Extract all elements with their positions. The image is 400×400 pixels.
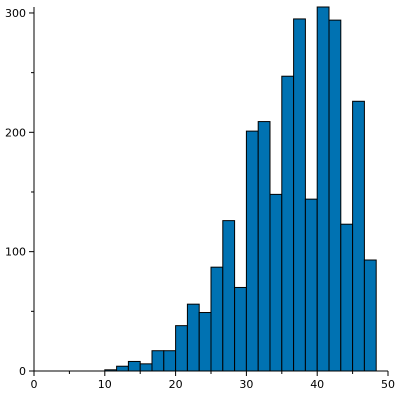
- histogram-bar-18: [316, 6, 330, 372]
- histogram-bar-22: [363, 259, 377, 372]
- y-tick-label: 0: [19, 365, 26, 378]
- histogram-bar-10: [222, 220, 236, 372]
- histogram-bar-21: [352, 100, 365, 372]
- histogram-bar-9: [210, 266, 224, 372]
- x-tick-label: 10: [98, 378, 112, 391]
- histogram-bar-3: [139, 363, 153, 372]
- histogram-bar-11: [234, 286, 247, 372]
- y-tick-label: 100: [5, 246, 26, 259]
- histogram-bar-15: [281, 75, 295, 372]
- y-tick-label: 200: [5, 126, 26, 139]
- x-tick-label: 40: [310, 378, 324, 391]
- histogram-bar-12: [245, 130, 259, 372]
- bars-group: [104, 6, 377, 372]
- y-tick-label: 300: [5, 7, 26, 20]
- histogram-bar-19: [328, 19, 342, 372]
- x-tick-label: 50: [381, 378, 395, 391]
- histogram-bar-1: [116, 365, 129, 372]
- x-tick-label: 0: [31, 378, 38, 391]
- histogram-bar-7: [186, 303, 200, 372]
- histogram-bar-2: [127, 360, 141, 372]
- histogram-bar-13: [257, 121, 271, 372]
- axes-group: 0 10 20 30 40 50 0 100 200 300: [5, 7, 395, 391]
- histogram-bar-6: [175, 325, 188, 372]
- x-tick-label: 30: [239, 378, 253, 391]
- histogram-bar-20: [340, 223, 354, 372]
- histogram-bar-16: [293, 18, 306, 372]
- histogram-bar-8: [198, 312, 212, 372]
- histogram-bar-17: [304, 198, 318, 372]
- histogram-bar-4: [151, 350, 165, 372]
- x-tick-label: 20: [169, 378, 183, 391]
- histogram-bar-14: [269, 193, 283, 372]
- histogram-bar-5: [163, 350, 177, 372]
